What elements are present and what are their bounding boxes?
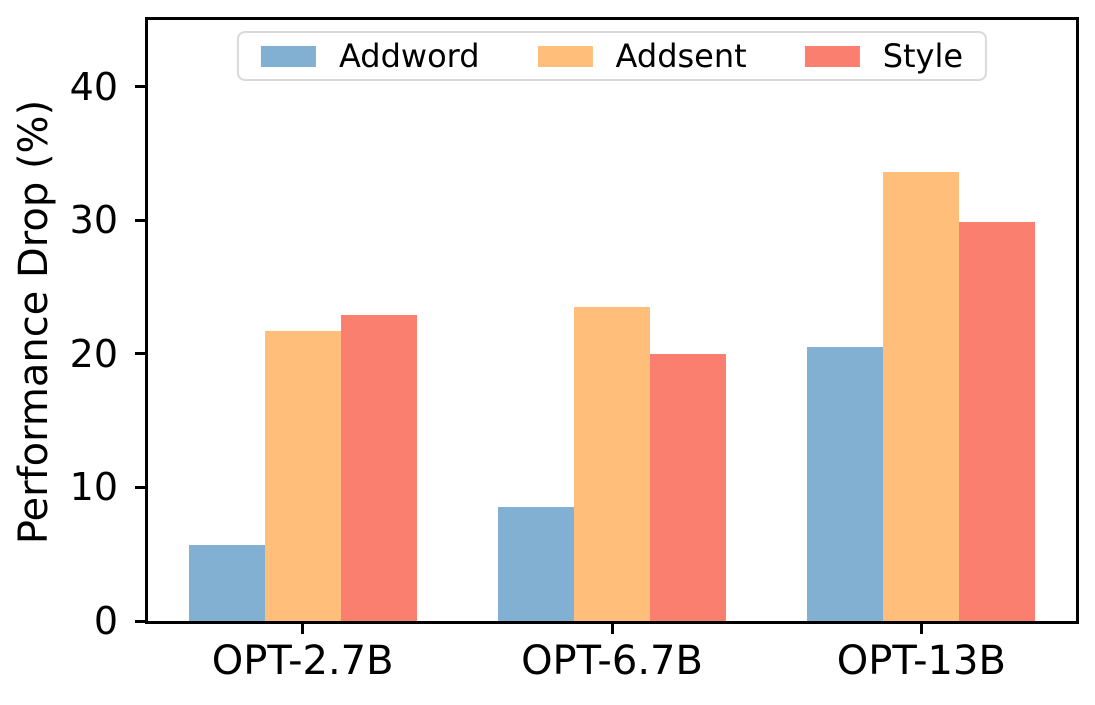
legend-label-addword: Addword xyxy=(338,37,480,75)
y-tick-mark-20 xyxy=(135,352,145,356)
x-tick-label-opt-6.7b: OPT-6.7B xyxy=(521,638,703,684)
legend-swatch-style xyxy=(804,45,860,67)
legend-label-style: Style xyxy=(882,37,964,75)
y-tick-label-40: 40 xyxy=(69,64,118,109)
y-tick-label-20: 20 xyxy=(69,331,118,376)
y-tick-mark-40 xyxy=(135,85,145,89)
bars-container xyxy=(148,20,1076,621)
legend-item-style: Style xyxy=(804,37,964,75)
y-tick-mark-10 xyxy=(135,485,145,489)
y-tick-mark-0 xyxy=(135,619,145,623)
x-tick-label-opt-2.7b: OPT-2.7B xyxy=(211,638,394,684)
bar-addsent-opt-13b xyxy=(883,172,960,621)
legend-label-addsent: Addsent xyxy=(615,37,747,75)
bar-style-opt-13b xyxy=(959,221,1036,621)
bar-style-opt-2.7b xyxy=(340,315,417,621)
bar-addword-opt-2.7b xyxy=(188,544,265,621)
x-tick-mark-opt-6.7b xyxy=(610,624,614,634)
x-tick-mark-opt-13b xyxy=(919,624,923,634)
bar-addword-opt-6.7b xyxy=(498,507,574,621)
plot-area xyxy=(145,17,1079,624)
legend-item-addsent: Addsent xyxy=(537,37,747,75)
bar-addword-opt-13b xyxy=(807,347,884,621)
bar-style-opt-6.7b xyxy=(650,353,726,621)
y-tick-label-30: 30 xyxy=(69,198,118,243)
y-tick-mark-30 xyxy=(135,218,145,222)
x-tick-label-opt-13b: OPT-13B xyxy=(836,638,1006,684)
legend: Addword Addsent Style xyxy=(236,31,988,81)
x-tick-mark-opt-2.7b xyxy=(301,624,305,634)
y-tick-label-10: 10 xyxy=(69,465,118,510)
legend-swatch-addsent xyxy=(537,45,593,67)
bar-addsent-opt-2.7b xyxy=(264,331,341,621)
y-tick-label-0: 0 xyxy=(93,599,118,643)
legend-swatch-addword xyxy=(260,45,316,67)
bar-addsent-opt-6.7b xyxy=(574,307,650,621)
legend-item-addword: Addword xyxy=(260,37,480,75)
